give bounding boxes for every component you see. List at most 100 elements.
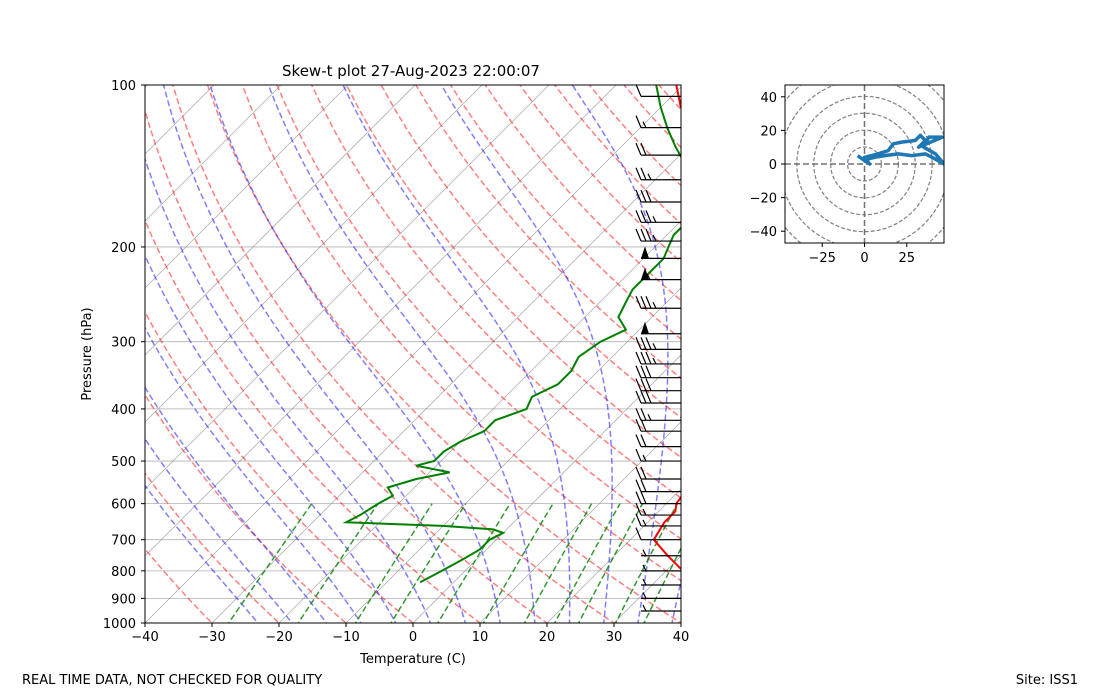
isotherm-line: [145, 85, 550, 490]
skewt-title: Skew-t plot 27-Aug-2023 22:00:07: [282, 62, 540, 80]
dry-adiabat: [311, 85, 681, 499]
wind-barb: [635, 142, 681, 156]
isotherm-line: [546, 488, 681, 623]
wind-barb: [635, 167, 681, 181]
wind-barb: [635, 115, 681, 129]
mixing-ratio-line: [614, 503, 678, 623]
wind-barb: [635, 513, 681, 527]
hodograph-y-ticks: 40 20 0 −20 −40: [750, 91, 785, 240]
isotherm-line: [145, 85, 416, 356]
wind-barbs: [635, 84, 681, 612]
moist-adiabat: [145, 385, 328, 623]
wind-barb: [641, 578, 681, 586]
x-tick-label: 0: [409, 630, 417, 645]
mixing-ratio-lines: [227, 503, 681, 623]
wind-barb: [635, 189, 681, 203]
dry-adiabat: [380, 85, 681, 419]
skewt-x-axis-label: Temperature (C): [359, 652, 466, 667]
wind-barb: [641, 267, 681, 281]
mixing-ratio-line: [297, 503, 379, 623]
wind-barb: [635, 527, 681, 541]
mixing-ratio-line: [482, 503, 554, 623]
wind-barb: [635, 378, 681, 392]
dewpoint-profile-line: [342, 85, 681, 584]
hodo-x-tick-label: −25: [808, 251, 835, 266]
dry-adiabat-lines: [145, 85, 681, 623]
hodograph-trace-line: [856, 133, 944, 166]
moist-adiabat: [145, 437, 294, 623]
wind-barb: [635, 418, 681, 432]
moist-adiabat-lines: [145, 85, 681, 623]
moist-adiabat: [162, 85, 467, 623]
y-tick-label: 700: [111, 534, 136, 549]
hodograph-plot: −25 0 25 40 20 0 −20 −40: [750, 84, 945, 266]
y-tick-label: 300: [111, 336, 136, 351]
isotherm-line: [145, 86, 681, 623]
x-tick-label: −30: [198, 630, 225, 645]
moist-adiabat: [209, 85, 501, 623]
wind-barb: [635, 491, 681, 505]
wind-barb: [635, 351, 681, 365]
wind-barb: [641, 321, 681, 335]
y-tick-label: 400: [111, 403, 136, 418]
isotherm-line: [145, 85, 349, 289]
hodo-y-tick-label: −20: [750, 192, 777, 207]
site-label: Site: ISS1: [1015, 673, 1078, 688]
dry-adiabat: [206, 85, 681, 623]
wind-barb: [635, 228, 681, 242]
y-tick-label: 500: [111, 455, 136, 470]
moist-adiabat: [440, 85, 613, 623]
dry-adiabat: [345, 85, 681, 459]
wind-barb: [635, 434, 681, 448]
y-tick-label: 800: [111, 565, 136, 580]
isotherm-line: [145, 85, 483, 423]
hodo-y-tick-label: 20: [760, 124, 777, 139]
wind-barb: [635, 84, 681, 97]
mixing-ratio-line: [523, 503, 593, 623]
y-tick-label: 600: [111, 498, 136, 513]
quality-disclaimer: REAL TIME DATA, NOT CHECKED FOR QUALITY: [22, 673, 323, 688]
mixing-ratio-line: [643, 546, 681, 623]
wind-barb: [641, 246, 681, 259]
wind-barb: [635, 296, 681, 309]
y-tick-label: 200: [111, 241, 136, 256]
dry-adiabat: [172, 85, 616, 623]
moist-adiabat: [145, 253, 397, 623]
mixing-ratio-line: [390, 503, 467, 623]
wind-barb: [635, 466, 681, 480]
mixing-ratio-line: [437, 503, 511, 623]
x-tick-label: 20: [539, 630, 556, 645]
hodo-y-tick-label: −40: [750, 225, 777, 240]
wind-barb: [635, 390, 681, 404]
x-tick-label: 10: [472, 630, 489, 645]
moist-adiabat: [145, 484, 259, 623]
skewt-y-axis-label: Pressure (hPa): [80, 307, 95, 400]
mixing-ratio-line: [553, 503, 621, 623]
dry-adiabat: [276, 85, 681, 540]
moist-adiabat: [342, 85, 571, 623]
wind-barb: [641, 604, 681, 612]
hodograph-center-lines: [785, 85, 944, 243]
isotherm-line: [345, 287, 681, 623]
moist-adiabat: [671, 577, 681, 623]
isotherm-line: [145, 85, 282, 222]
hodograph-x-ticks: −25 0 25: [808, 243, 915, 266]
mixing-ratio-line: [577, 503, 644, 623]
x-tick-label: 30: [606, 630, 623, 645]
wind-barb: [641, 564, 681, 572]
moist-adiabat: [145, 326, 362, 623]
isotherm-line: [412, 354, 681, 623]
hodo-x-tick-label: 0: [860, 251, 868, 266]
x-tick-label: −20: [265, 630, 292, 645]
wind-barb: [635, 337, 681, 350]
temperature-profile-line: [652, 85, 681, 571]
x-tick-label: −10: [332, 630, 359, 645]
dry-adiabat: [145, 218, 482, 623]
dry-adiabat: [145, 471, 281, 623]
mixing-ratio-line: [354, 503, 433, 623]
y-tick-label: 900: [111, 592, 136, 607]
moist-adiabat: [145, 156, 432, 623]
hodo-y-tick-label: 40: [760, 91, 777, 106]
wind-barb: [641, 592, 681, 599]
